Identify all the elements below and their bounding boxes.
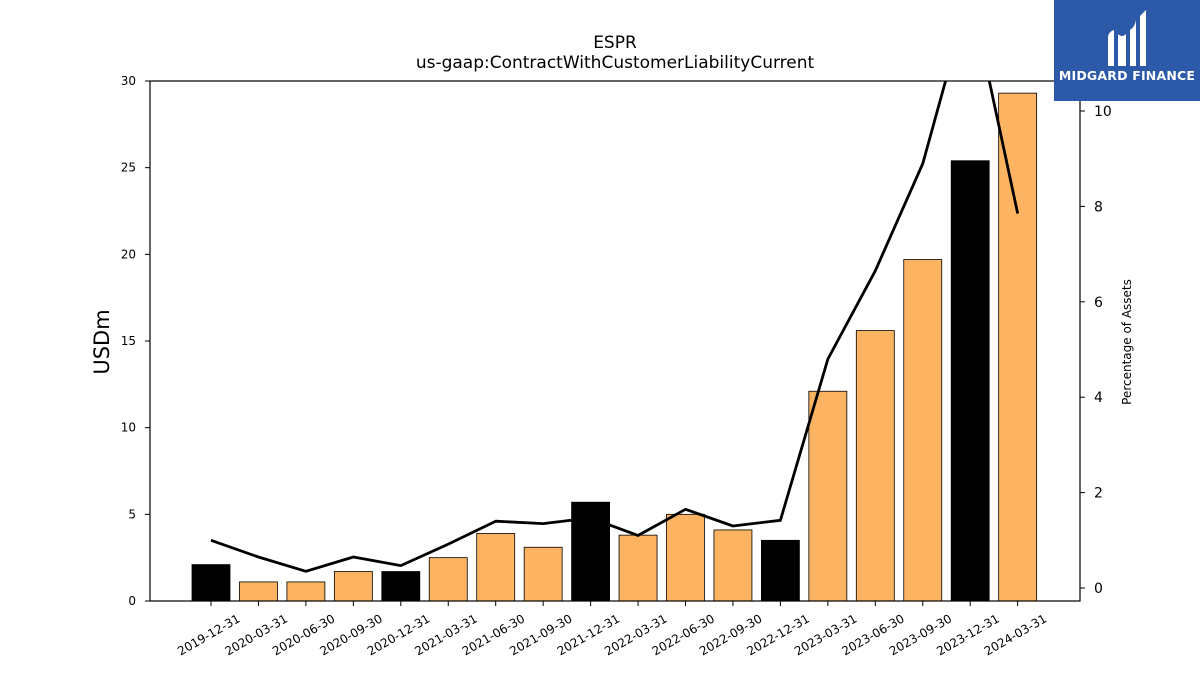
bar [998,92,1038,602]
right-axis-label: Percentage of Assets [1120,279,1134,405]
left-tick-label: 5 [128,507,136,521]
left-axis: 0 5 10 15 20 25 30 [121,74,150,608]
bar [666,513,705,602]
left-tick-label: 30 [121,74,136,88]
right-tick-label: 10 [1094,104,1112,120]
right-tick-label: 0 [1094,581,1103,597]
logo-mark-icon [1108,10,1146,66]
bar [855,330,895,602]
bar [286,581,326,602]
bar [381,571,421,602]
right-tick-label: 4 [1094,390,1103,406]
right-tick-label: 8 [1094,199,1103,215]
brand-logo: MIDGARD FINANCE [1054,0,1200,101]
bar [903,259,943,602]
right-tick-label: 6 [1094,295,1103,311]
bar [476,533,516,602]
left-axis-label: USDm [90,309,114,374]
bar [523,546,563,602]
right-tick-label: 2 [1094,486,1103,502]
logo-text: MIDGARD FINANCE [1058,68,1196,83]
right-axis: 0 2 4 6 8 10 [1080,104,1112,597]
left-tick-label: 20 [121,247,136,261]
left-tick-label: 10 [121,421,136,435]
left-tick-label: 15 [121,334,136,348]
bar [333,571,373,602]
bar [428,557,468,602]
bar [950,160,990,602]
chart-title: ESPR [593,33,637,53]
bar [713,529,753,602]
left-tick-label: 0 [128,594,136,608]
plot-area [191,81,1038,602]
left-tick-label: 25 [121,161,136,175]
bar [191,564,231,602]
bar [239,581,278,602]
bar [808,390,848,602]
chart-subtitle: us-gaap:ContractWithCustomerLiabilityCur… [416,53,815,73]
bar [761,539,800,602]
series-line [210,81,1020,573]
x-axis: 2019-12-312020-03-312020-06-302020-09-30… [175,601,1049,658]
bar [618,534,658,602]
